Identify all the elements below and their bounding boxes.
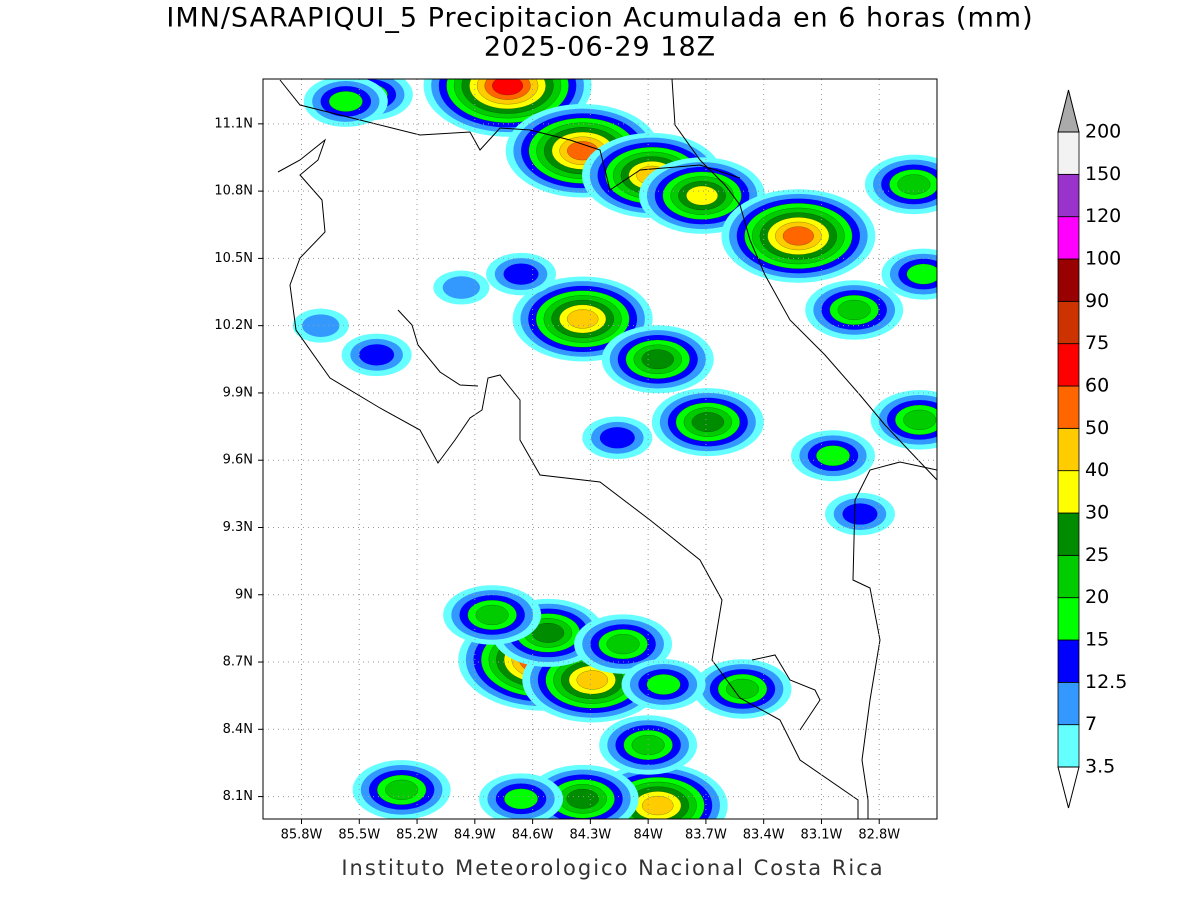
colorbar-segment <box>1057 427 1080 472</box>
colorbar-segment <box>1057 385 1080 429</box>
precip-cell <box>492 79 524 96</box>
y-tick-label: 10.2N <box>214 318 253 333</box>
colorbar-label: 100 <box>1085 248 1121 270</box>
x-tick-label: 84.6W <box>512 828 554 843</box>
colorbar-label: 200 <box>1085 121 1121 143</box>
precip-field <box>292 79 937 819</box>
coastlines <box>277 79 937 819</box>
precip-cell <box>385 779 419 800</box>
nicoya-gulf <box>397 309 479 387</box>
colorbar-label: 150 <box>1085 163 1121 185</box>
y-tick-label: 10.5N <box>214 251 253 266</box>
precip-cell <box>606 633 640 655</box>
colorbar-label: 75 <box>1085 332 1109 354</box>
y-tick-label: 10.8N <box>214 184 253 199</box>
colorbar-segment <box>1057 639 1080 683</box>
osa-peninsula <box>751 654 821 731</box>
colorbar-over <box>1057 89 1080 133</box>
precip-cell <box>816 445 851 467</box>
x-tick-label: 82.8W <box>858 828 900 843</box>
colorbar-segment <box>1057 300 1080 345</box>
precip-cell <box>442 276 481 299</box>
colorbar-segment <box>1057 216 1080 260</box>
precip-cell <box>359 344 395 366</box>
y-tick-label: 9.6N <box>223 453 253 468</box>
colorbar-label: 30 <box>1085 502 1109 524</box>
footer: Instituto Meteorologico Nacional Costa R… <box>341 856 884 880</box>
pacific-coast <box>277 138 859 819</box>
colorbar-label: 3.5 <box>1085 756 1115 778</box>
precip-cell <box>725 678 760 700</box>
caribbean-coast <box>671 79 937 481</box>
colorbar-label: 25 <box>1085 544 1109 566</box>
precip-cell <box>686 185 719 206</box>
y-tick-label: 11.1N <box>214 116 253 131</box>
colorbar-label: 20 <box>1085 586 1109 608</box>
precip-cell <box>302 314 340 337</box>
colorbar-under <box>1057 766 1080 809</box>
border-north <box>279 79 741 191</box>
y-tick-label: 8.4N <box>223 722 253 737</box>
colorbar-segment <box>1057 131 1080 175</box>
colorbar-segment <box>1057 597 1080 641</box>
y-tick-label: 8.7N <box>223 655 253 670</box>
precip-cell <box>837 299 871 321</box>
x-tick-label: 85.2W <box>396 828 438 843</box>
precip-cell <box>566 788 599 809</box>
map-subtitle: 2025-06-29 18Z <box>484 32 716 63</box>
colorbar-label: 40 <box>1085 459 1109 481</box>
precip-cell <box>503 263 539 285</box>
axes: 85.8W 85.5W 85.2W 84.9W 84.6W 84.3W 84W 83.7W 83… <box>214 79 937 843</box>
precip-cell <box>531 622 565 643</box>
precip-cell <box>646 674 681 695</box>
border-south <box>852 461 937 819</box>
precip-cell <box>903 409 937 430</box>
colorbar-label: 12.5 <box>1085 671 1127 693</box>
colorbar-segment <box>1057 173 1080 218</box>
x-tick-label: 83.7W <box>685 828 727 843</box>
colorbar-label: 60 <box>1085 375 1109 397</box>
x-tick-label: 85.5W <box>338 828 380 843</box>
colorbar: 3.5 7 12.5 15 20 25 30 40 50 60 75 90 100 120 150 200 <box>1057 89 1127 809</box>
x-tick-label: 84.9W <box>454 828 496 843</box>
x-tick-label: 83.4W <box>743 828 785 843</box>
y-tick-label: 9N <box>235 587 253 602</box>
precip-cell <box>504 788 539 810</box>
precip-cell <box>906 263 937 285</box>
x-tick-label: 85.8W <box>281 828 323 843</box>
precip-cell <box>782 226 814 246</box>
colorbar-label: 7 <box>1085 713 1097 735</box>
colorbar-segment <box>1057 258 1080 302</box>
colorbar-segment <box>1057 512 1080 556</box>
x-tick-label: 83.1W <box>801 828 843 843</box>
precip-cell <box>475 604 509 626</box>
precip-cell <box>897 174 931 195</box>
x-tick-label: 84W <box>633 828 663 843</box>
colorbar-label: 50 <box>1085 417 1109 439</box>
map-frame <box>262 78 938 820</box>
precip-cell <box>576 670 609 690</box>
colorbar-segment <box>1057 554 1080 599</box>
y-tick-label: 9.9N <box>223 385 253 400</box>
precip-cell <box>691 412 725 433</box>
x-tick-label: 84.3W <box>569 828 611 843</box>
y-tick-label: 9.3N <box>223 520 253 535</box>
map-title: IMN/SARAPIQUI_5 Precipitacion Acumulada … <box>166 3 1033 34</box>
colorbar-segment <box>1057 470 1080 514</box>
colorbar-segment <box>1057 724 1080 768</box>
precip-cell <box>599 427 635 449</box>
precip-cell <box>842 503 878 525</box>
precip-cell <box>328 91 363 112</box>
colorbar-label: 120 <box>1085 205 1121 227</box>
precip-cell <box>641 349 674 370</box>
colorbar-label: 90 <box>1085 290 1109 312</box>
colorbar-segment <box>1057 681 1080 726</box>
colorbar-label: 15 <box>1085 629 1109 651</box>
precip-cell <box>642 795 674 816</box>
y-tick-label: 8.1N <box>223 789 253 804</box>
colorbar-segment <box>1057 343 1080 387</box>
